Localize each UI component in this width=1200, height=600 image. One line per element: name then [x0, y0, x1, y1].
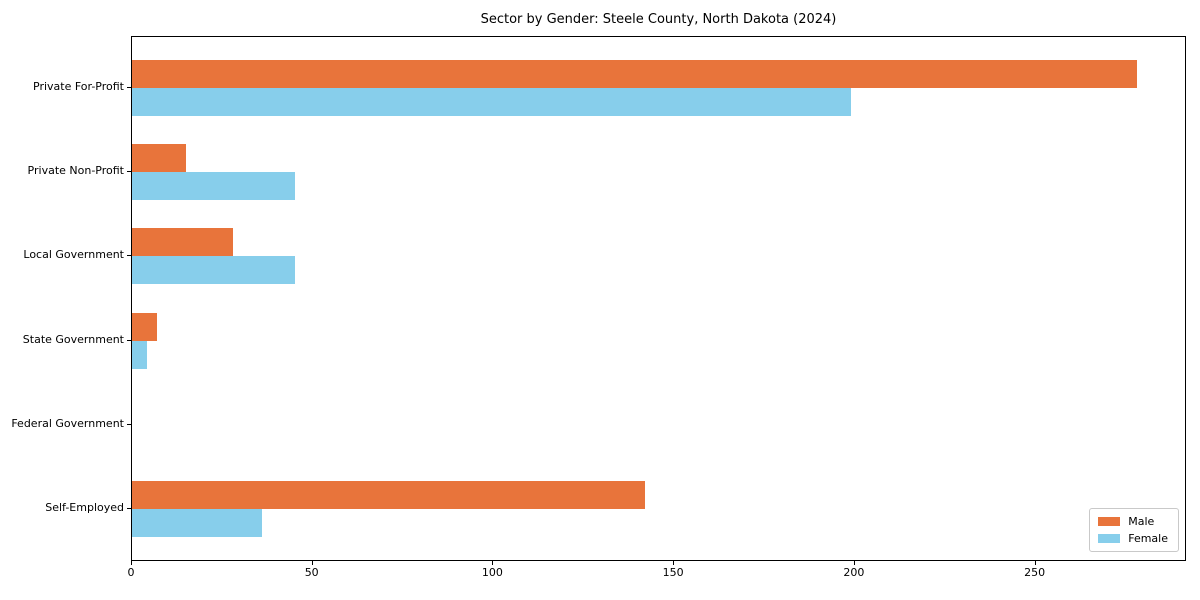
- bar-female-6: [132, 509, 263, 537]
- y-axis-tick: [127, 339, 131, 341]
- legend-item-female: Female: [1098, 533, 1168, 544]
- bar-male-1: [132, 60, 1137, 88]
- x-axis-label: 200: [843, 566, 865, 579]
- bar-male-3: [132, 228, 234, 257]
- x-axis-label: 250: [1024, 566, 1046, 579]
- bar-male-4: [132, 312, 158, 341]
- x-axis-label: 150: [662, 566, 684, 579]
- x-axis-tick: [131, 561, 132, 565]
- x-axis-label: 50: [304, 566, 319, 579]
- legend: Male Female: [1089, 508, 1179, 552]
- y-axis-tick: [127, 423, 131, 425]
- y-axis-tick: [127, 87, 131, 88]
- y-axis-tick: [127, 171, 131, 173]
- y-axis-tick: [127, 508, 131, 509]
- bar-female-2: [132, 172, 295, 201]
- bar-male-6: [132, 481, 646, 509]
- x-axis-tick: [492, 561, 494, 565]
- plot-area: Male Female: [131, 36, 1186, 561]
- bar-female-4: [132, 340, 147, 369]
- bar-female-1: [132, 88, 852, 116]
- x-axis-tick: [673, 561, 675, 565]
- y-axis-label: Private Non-Profit: [27, 164, 124, 178]
- x-axis-tick: [1034, 561, 1036, 565]
- y-axis-label: Federal Government: [11, 416, 124, 430]
- legend-swatch-female: [1098, 534, 1121, 543]
- legend-label-male: Male: [1128, 515, 1155, 528]
- legend-swatch-male: [1098, 517, 1121, 526]
- x-axis-label: 100: [481, 566, 503, 579]
- bar-female-3: [132, 256, 295, 285]
- x-axis-tick: [853, 561, 855, 565]
- y-axis-label: State Government: [22, 332, 124, 346]
- y-axis-label: Private For-Profit: [33, 80, 124, 93]
- chart-title: Sector by Gender: Steele County, North D…: [480, 12, 837, 27]
- bar-male-2: [132, 144, 187, 173]
- legend-item-male: Male: [1098, 516, 1168, 527]
- legend-label-female: Female: [1128, 532, 1168, 545]
- y-axis-label: Self-Employed: [45, 501, 124, 514]
- y-axis-tick: [127, 255, 131, 257]
- y-axis-label: Local Government: [23, 248, 124, 262]
- x-axis-label: 0: [127, 566, 135, 579]
- x-axis-tick: [311, 561, 313, 565]
